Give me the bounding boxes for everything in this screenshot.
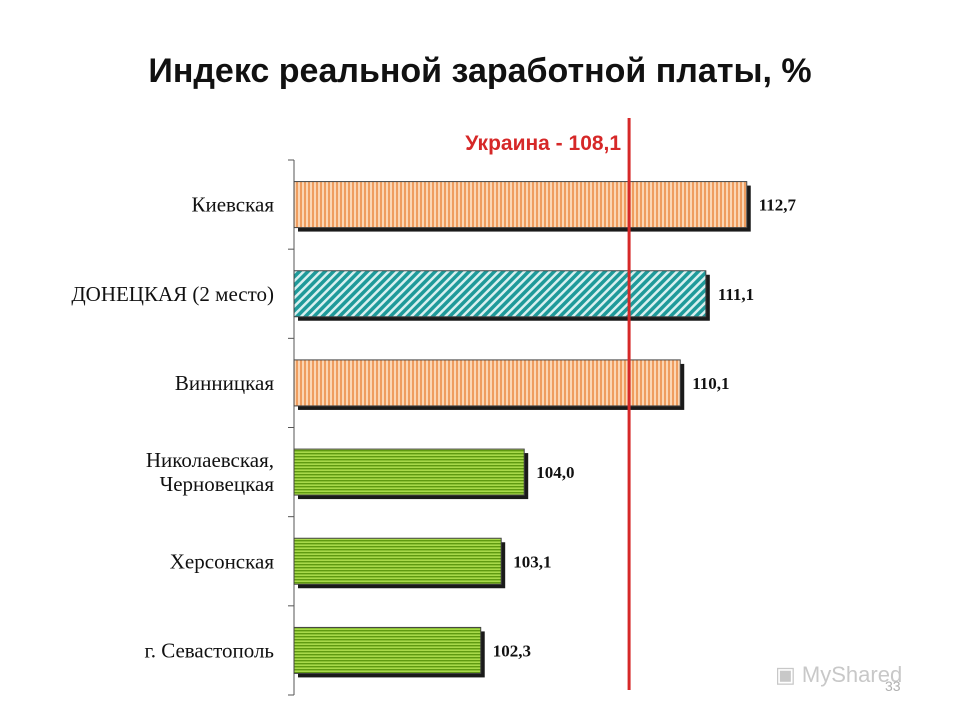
watermark: ▣ MyShared [775, 662, 902, 688]
bar [293, 626, 482, 674]
bar [293, 181, 748, 229]
value-label: 103,1 [513, 552, 551, 571]
value-label: 112,7 [759, 196, 797, 215]
category-label: г. Севастополь [144, 638, 274, 662]
bar [293, 448, 525, 496]
bar [293, 270, 707, 318]
page-number: 33 [885, 678, 901, 694]
chart-title: Индекс реальной заработной платы, % [148, 52, 812, 90]
value-label: 102,3 [493, 641, 531, 660]
value-label: 110,1 [692, 374, 729, 393]
category-label: Херсонская [170, 549, 275, 573]
bar [293, 359, 681, 407]
presentation-icon: ▣ [775, 662, 802, 687]
category-label: Николаевская, [146, 448, 274, 472]
category-label: Винницкая [175, 371, 274, 395]
value-label: 111,1 [718, 285, 754, 304]
watermark-text: MyShared [801, 662, 903, 687]
reference-line-label: Украина - 108,1 [465, 132, 621, 155]
value-label: 104,0 [536, 463, 574, 482]
category-label: ДОНЕЦКАЯ (2 место) [71, 282, 274, 306]
category-label: Киевская [191, 193, 274, 217]
bar [293, 537, 502, 585]
category-label: Черновецкая [160, 472, 275, 496]
